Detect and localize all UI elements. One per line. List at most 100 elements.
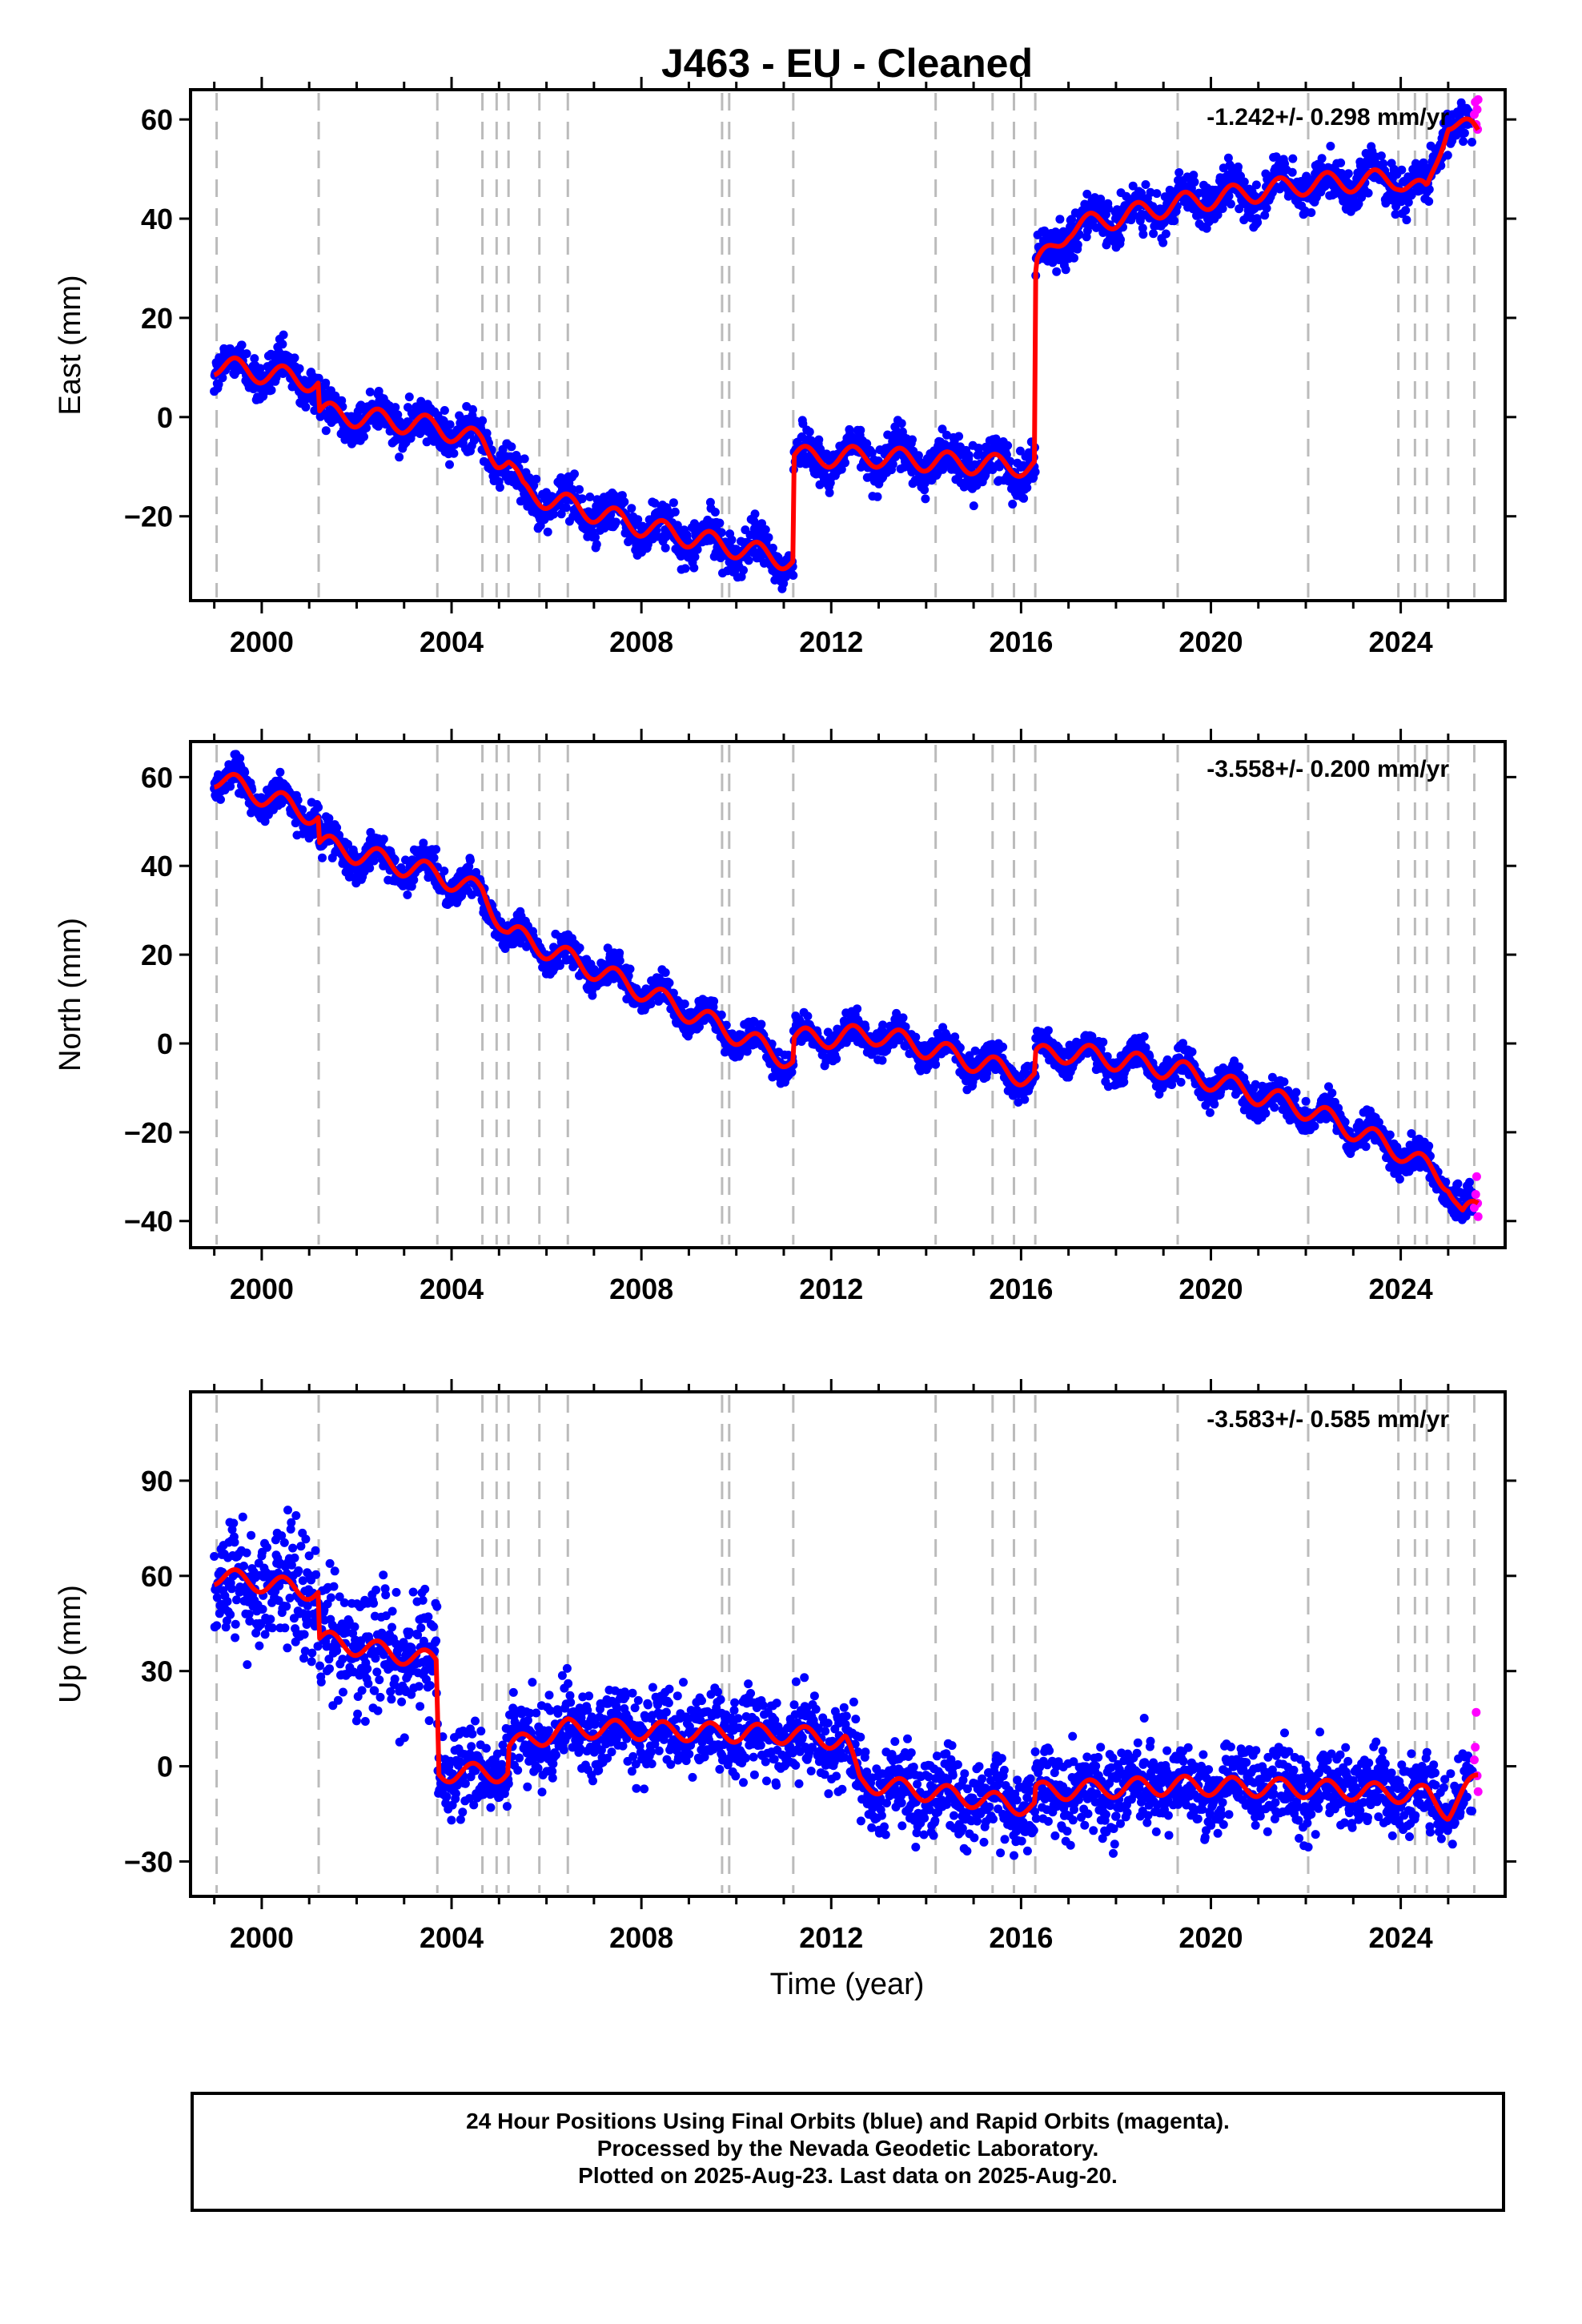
rapid-orbit-point xyxy=(1472,105,1482,115)
final-orbit-point xyxy=(1052,267,1062,276)
final-orbit-point xyxy=(1008,500,1018,509)
final-orbit-point xyxy=(422,437,432,447)
final-orbit-point xyxy=(359,432,368,441)
final-orbit-point xyxy=(440,866,449,876)
final-orbit-point xyxy=(779,579,789,589)
final-orbit-point xyxy=(1317,154,1327,163)
final-orbit-point xyxy=(789,571,798,580)
final-orbit-point xyxy=(393,410,403,420)
final-orbit-point xyxy=(321,426,331,436)
final-orbit-point xyxy=(549,509,558,519)
final-orbit-point xyxy=(814,435,824,444)
final-orbit-point xyxy=(314,802,323,812)
final-orbit-point xyxy=(768,543,777,553)
final-orbit-point xyxy=(750,509,760,519)
east-final-orbit-points xyxy=(210,98,1477,593)
x-tick-label: 2008 xyxy=(609,625,673,658)
final-orbit-point xyxy=(592,540,601,549)
final-orbit-point xyxy=(1226,199,1235,209)
final-orbit-point xyxy=(588,991,597,1000)
final-orbit-point xyxy=(1460,128,1469,138)
final-orbit-point xyxy=(680,999,689,1009)
final-orbit-point xyxy=(832,1054,841,1063)
final-orbit-point xyxy=(507,442,516,452)
final-orbit-point xyxy=(275,767,285,777)
final-orbit-point xyxy=(913,451,923,460)
final-orbit-point xyxy=(1262,203,1271,213)
final-orbit-point xyxy=(1158,238,1168,247)
final-orbit-point xyxy=(803,1011,813,1021)
final-orbit-point xyxy=(575,943,584,953)
final-orbit-point xyxy=(620,497,629,507)
final-orbit-point xyxy=(1019,493,1029,503)
final-orbit-point xyxy=(250,354,259,364)
final-orbit-point xyxy=(216,794,225,804)
final-orbit-point xyxy=(693,545,702,554)
final-orbit-point xyxy=(1343,169,1353,179)
final-orbit-point xyxy=(1176,1077,1186,1087)
final-orbit-point xyxy=(739,565,748,575)
final-orbit-point xyxy=(1174,168,1184,177)
final-orbit-point xyxy=(1261,1108,1271,1118)
x-tick-label: 2016 xyxy=(989,625,1053,658)
east-y-axis-label: East (mm) xyxy=(54,275,87,415)
east-rate-label: -1.242+/- 0.298 mm/yr xyxy=(1207,104,1449,131)
final-orbit-point xyxy=(1424,197,1434,206)
final-orbit-point xyxy=(757,1019,766,1029)
final-orbit-point xyxy=(856,425,865,435)
final-orbit-point xyxy=(1073,240,1082,250)
final-orbit-point xyxy=(532,474,541,484)
final-orbit-point xyxy=(612,517,620,527)
final-orbit-point xyxy=(908,435,917,444)
final-orbit-point xyxy=(710,508,720,517)
final-orbit-point xyxy=(520,454,529,464)
final-orbit-point xyxy=(429,853,439,862)
final-orbit-point xyxy=(591,533,600,542)
final-orbit-point xyxy=(1288,154,1298,163)
final-orbit-point xyxy=(1291,1088,1301,1097)
final-orbit-point xyxy=(478,416,488,425)
final-orbit-point xyxy=(314,373,323,383)
final-orbit-point xyxy=(214,380,223,389)
final-orbit-point xyxy=(1055,215,1065,224)
final-orbit-point xyxy=(1459,137,1468,147)
final-orbit-point xyxy=(379,834,388,844)
final-orbit-point xyxy=(998,1042,1008,1051)
final-orbit-point xyxy=(1139,1031,1149,1041)
final-orbit-point xyxy=(1119,1077,1129,1087)
y-tick-label: 60 xyxy=(141,103,173,136)
final-orbit-point xyxy=(279,330,288,340)
final-orbit-point xyxy=(577,494,587,504)
final-orbit-point xyxy=(1239,177,1249,187)
final-orbit-point xyxy=(570,469,579,479)
final-orbit-point xyxy=(665,978,674,987)
final-orbit-point xyxy=(403,890,412,899)
final-orbit-point xyxy=(709,996,719,1006)
final-orbit-point xyxy=(805,427,814,436)
final-orbit-point xyxy=(1279,1077,1289,1087)
final-orbit-point xyxy=(661,968,670,977)
final-orbit-point xyxy=(391,403,400,412)
final-orbit-point xyxy=(681,564,690,573)
north-final-orbit-points xyxy=(210,750,1477,1224)
final-orbit-point xyxy=(301,402,311,412)
final-orbit-point xyxy=(1096,195,1106,203)
final-orbit-point xyxy=(761,525,770,534)
final-orbit-point xyxy=(1030,467,1040,476)
final-orbit-point xyxy=(764,533,773,542)
final-orbit-point xyxy=(1098,1037,1108,1047)
final-orbit-point xyxy=(365,388,375,396)
final-orbit-point xyxy=(1061,265,1070,275)
x-tick-label: 2020 xyxy=(1178,625,1243,658)
final-orbit-point xyxy=(255,364,265,373)
final-orbit-point xyxy=(1149,229,1158,239)
final-orbit-point xyxy=(1190,177,1199,187)
final-orbit-point xyxy=(1287,167,1297,177)
final-orbit-point xyxy=(633,515,643,525)
final-orbit-point xyxy=(931,1059,941,1069)
final-orbit-point xyxy=(1138,230,1148,239)
final-orbit-point xyxy=(727,535,737,545)
final-orbit-point xyxy=(646,999,656,1009)
final-orbit-point xyxy=(615,948,624,958)
final-orbit-point xyxy=(432,845,441,854)
